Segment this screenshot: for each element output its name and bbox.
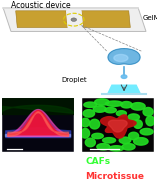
Polygon shape [81, 129, 90, 138]
Polygon shape [131, 103, 145, 110]
Text: Acoustic device: Acoustic device [11, 1, 71, 10]
Polygon shape [97, 143, 110, 150]
Polygon shape [129, 132, 139, 140]
Text: GelMA: GelMA [143, 15, 157, 21]
Text: Droplet: Droplet [61, 77, 87, 83]
Polygon shape [95, 99, 109, 105]
Polygon shape [107, 84, 141, 94]
Polygon shape [108, 49, 140, 64]
Polygon shape [83, 110, 95, 117]
Polygon shape [109, 146, 124, 151]
Polygon shape [128, 114, 139, 120]
Polygon shape [82, 11, 130, 28]
Polygon shape [2, 98, 74, 115]
Polygon shape [134, 138, 148, 145]
Polygon shape [119, 137, 131, 143]
Circle shape [71, 18, 77, 21]
Polygon shape [121, 75, 127, 78]
Polygon shape [103, 138, 116, 143]
Polygon shape [106, 101, 123, 106]
Polygon shape [122, 143, 135, 150]
Polygon shape [90, 119, 100, 129]
Polygon shape [134, 120, 142, 129]
Polygon shape [143, 107, 153, 116]
Text: CAFs: CAFs [85, 157, 111, 166]
FancyBboxPatch shape [2, 98, 74, 152]
Polygon shape [114, 54, 128, 62]
Polygon shape [105, 107, 116, 113]
Polygon shape [121, 101, 132, 108]
Polygon shape [84, 102, 97, 107]
Polygon shape [16, 11, 68, 28]
Polygon shape [146, 116, 155, 126]
Polygon shape [92, 133, 103, 139]
Polygon shape [3, 8, 146, 31]
Polygon shape [116, 111, 126, 116]
Text: Microtissue: Microtissue [85, 172, 144, 181]
Polygon shape [93, 106, 106, 112]
Polygon shape [101, 115, 136, 138]
Polygon shape [85, 138, 95, 147]
Polygon shape [108, 120, 127, 132]
Polygon shape [66, 11, 83, 28]
FancyBboxPatch shape [82, 98, 154, 152]
Polygon shape [2, 105, 74, 113]
Polygon shape [140, 129, 153, 135]
Polygon shape [81, 118, 90, 127]
